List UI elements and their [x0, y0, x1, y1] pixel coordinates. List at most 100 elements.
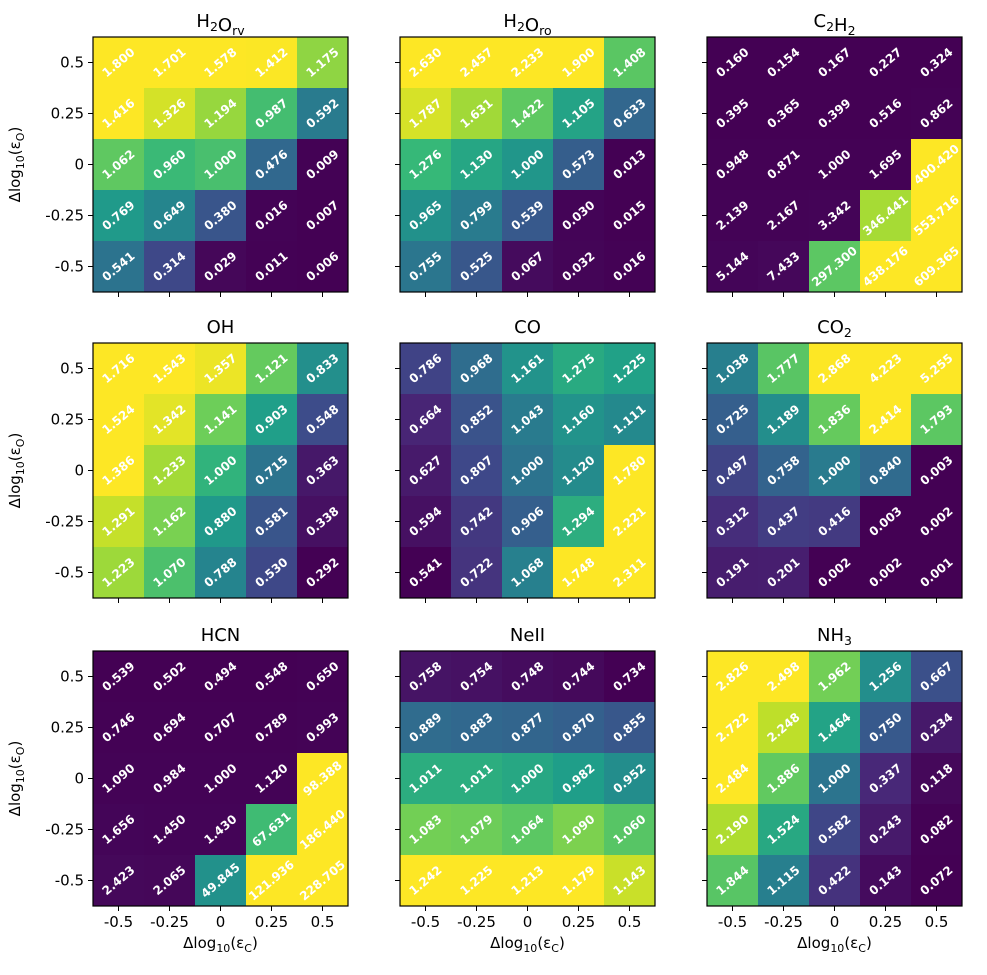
axis-label-text: (ε [6, 141, 24, 155]
heatmap-cell [502, 651, 554, 703]
title-subscript: 2 [826, 19, 834, 34]
heatmap-cell [297, 394, 349, 446]
heatmap-cell [502, 343, 554, 395]
heatmap-cell [502, 190, 554, 242]
heatmap-cell [758, 445, 810, 497]
heatmap-cell [451, 547, 503, 599]
heatmap-cell [246, 651, 298, 703]
x-tick-label: -0.25 [457, 913, 496, 931]
y-axis-label: Δlog10(εO) [6, 127, 27, 203]
heatmap-cell [860, 753, 912, 805]
heatmap-cell [246, 804, 298, 856]
x-tick-label: 0.5 [618, 913, 642, 931]
heatmap-cell [604, 445, 656, 497]
heatmap-cell [93, 241, 145, 293]
axis-label-text: (ε [844, 934, 858, 952]
heatmap-cell [246, 343, 298, 395]
heatmap-cell [604, 394, 656, 446]
heatmap-cell [911, 88, 963, 140]
axis-label-subscript: O [14, 132, 27, 141]
panel-title: HCN [201, 625, 241, 646]
heatmap-cell [860, 139, 912, 191]
axis-label-subscript: 10 [216, 942, 230, 955]
heatmap-cell [553, 702, 605, 754]
heatmap-cell [502, 394, 554, 446]
heatmap-cell [451, 343, 503, 395]
heatmap-cell [451, 804, 503, 856]
heatmap-cell [911, 496, 963, 548]
heatmap-cell [400, 496, 452, 548]
x-tick-label: 0 [830, 913, 840, 931]
y-axis-label: Δlog10(εO) [6, 741, 27, 817]
heatmap-cell [860, 343, 912, 395]
title-text: NH [817, 625, 844, 646]
heatmap-cell [297, 241, 349, 293]
heatmap-cell [144, 88, 196, 140]
heatmap-cell [809, 804, 861, 856]
heatmap-cell [195, 394, 247, 446]
heatmap-cell [451, 496, 503, 548]
heatmap-cell [860, 651, 912, 703]
x-axis-label: Δlog10(εC) [183, 934, 258, 955]
heatmap-cell [195, 702, 247, 754]
heatmap-cell [246, 753, 298, 805]
panel-title: OH [207, 317, 235, 338]
y-tick-label: 0.5 [60, 54, 84, 72]
heatmap-cell [860, 37, 912, 89]
axis-label-text: ) [6, 433, 24, 439]
y-tick-label: 0.5 [60, 668, 84, 686]
heatmap-cell [144, 855, 196, 907]
heatmap-cell [707, 702, 759, 754]
heatmap-cell [911, 702, 963, 754]
heatmap-cell [144, 496, 196, 548]
heatmap-cell [144, 190, 196, 242]
heatmap-cell [860, 190, 912, 242]
heatmap-cell [809, 394, 861, 446]
heatmap-cell [604, 702, 656, 754]
heatmap-cell [400, 753, 452, 805]
heatmap-cell [144, 37, 196, 89]
axis-label-subscript: 10 [830, 942, 844, 955]
heatmap-cell [451, 855, 503, 907]
axis-label-subscript: O [14, 746, 27, 755]
heatmap-cell [451, 88, 503, 140]
heatmap-cell [93, 37, 145, 89]
heatmap-cell [758, 702, 810, 754]
heatmap-cell [195, 753, 247, 805]
heatmap-cell [911, 651, 963, 703]
heatmap-cell [297, 496, 349, 548]
heatmap-cell [93, 190, 145, 242]
heatmap-cell [553, 139, 605, 191]
heatmap-cell [911, 394, 963, 446]
title-text: C [813, 11, 826, 32]
heatmap-cell [911, 37, 963, 89]
heatmap-cell [553, 804, 605, 856]
axis-label-text: (ε [537, 934, 551, 952]
heatmap-cell [400, 855, 452, 907]
x-tick-label: 0.25 [255, 913, 288, 931]
heatmap-cell [144, 753, 196, 805]
heatmap-cell [246, 855, 298, 907]
heatmap-cell [758, 855, 810, 907]
heatmap-cell [860, 855, 912, 907]
heatmap-cell [195, 855, 247, 907]
title-text: HCN [201, 625, 241, 646]
y-tick-label: 0 [74, 462, 84, 480]
axis-label-text: Δlog [490, 934, 523, 952]
heatmap-cell [93, 547, 145, 599]
heatmap-cell [758, 547, 810, 599]
heatmap-cell [246, 88, 298, 140]
heatmap-cell [809, 190, 861, 242]
heatmap-cell [860, 702, 912, 754]
heatmap-cell [604, 496, 656, 548]
x-tick-label: 0.25 [869, 913, 902, 931]
heatmap-cell [144, 445, 196, 497]
heatmap-cell [297, 445, 349, 497]
heatmap-cell [911, 343, 963, 395]
y-tick-label: 0.5 [60, 360, 84, 378]
title-text: H [196, 11, 210, 32]
heatmap-cell [195, 241, 247, 293]
heatmap-cell [809, 241, 861, 293]
